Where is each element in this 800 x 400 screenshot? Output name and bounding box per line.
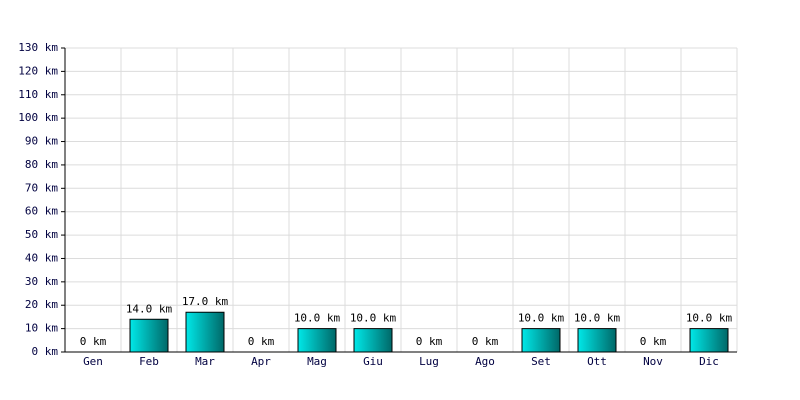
value-label: 0 km — [248, 335, 275, 348]
bar — [185, 311, 225, 353]
y-tick-label: 90 km — [25, 135, 58, 148]
x-tick-label: Giu — [363, 355, 383, 368]
x-tick-label: Nov — [643, 355, 663, 368]
x-tick-label: Mag — [307, 355, 327, 368]
value-label: 10.0 km — [350, 312, 397, 325]
y-tick-label: 60 km — [25, 205, 58, 218]
bar — [689, 328, 729, 353]
x-tick-label: Feb — [139, 355, 159, 368]
y-tick-label: 120 km — [18, 64, 58, 77]
y-tick-label: 40 km — [25, 251, 58, 264]
x-tick-label: Apr — [251, 355, 271, 368]
y-tick-label: 130 km — [18, 41, 58, 54]
y-tick-label: 10 km — [25, 322, 58, 335]
bar — [577, 328, 617, 353]
value-label: 0 km — [416, 335, 443, 348]
y-tick-label: 50 km — [25, 228, 58, 241]
value-label: 17.0 km — [182, 295, 229, 308]
x-tick-label: Ago — [475, 355, 495, 368]
value-label: 0 km — [472, 335, 499, 348]
x-tick-label: Gen — [83, 355, 103, 368]
x-tick-label: Dic — [699, 355, 719, 368]
bar — [129, 318, 169, 353]
x-tick-label: Set — [531, 355, 551, 368]
bar — [297, 328, 337, 353]
y-tick-label: 110 km — [18, 88, 58, 101]
value-label: 10.0 km — [294, 312, 341, 325]
value-label: 10.0 km — [686, 312, 733, 325]
value-label: 14.0 km — [126, 302, 173, 315]
y-tick-label: 100 km — [18, 111, 58, 124]
value-label: 0 km — [640, 335, 667, 348]
y-tick-label: 0 km — [32, 345, 59, 358]
x-tick-label: Lug — [419, 355, 439, 368]
value-label: 0 km — [80, 335, 107, 348]
y-tick-label: 20 km — [25, 298, 58, 311]
value-label: 10.0 km — [518, 312, 565, 325]
y-tick-label: 80 km — [25, 158, 58, 171]
value-label: 10.0 km — [574, 312, 621, 325]
x-tick-label: Mar — [195, 355, 215, 368]
x-tick-label: Ott — [587, 355, 607, 368]
y-tick-label: 70 km — [25, 181, 58, 194]
bar — [353, 328, 393, 353]
bar — [521, 328, 561, 353]
y-tick-label: 30 km — [25, 275, 58, 288]
